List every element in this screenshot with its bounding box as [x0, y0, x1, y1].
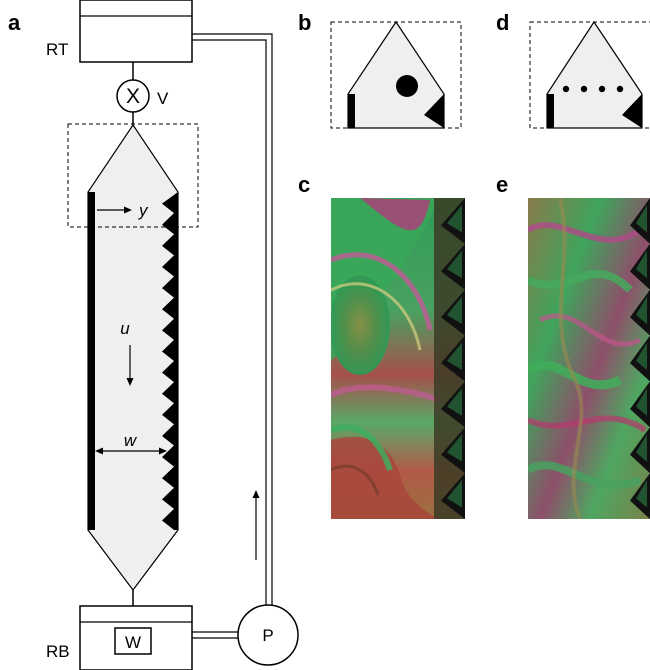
panel-d-dot-row [562, 85, 624, 93]
return-pipe [192, 33, 273, 639]
width-arrow [95, 447, 167, 455]
bottom-reservoir-label: RB [46, 642, 70, 661]
weight-label: W [125, 633, 141, 652]
photo-tooth-highlight [636, 480, 647, 508]
panel-b-smooth-wall [348, 94, 355, 128]
inset-box [67, 123, 199, 228]
photo-tooth-highlight [447, 480, 462, 508]
y-label: y [138, 201, 149, 220]
panel-e-image [528, 198, 650, 519]
panel-d-dot [598, 85, 606, 93]
weight-box [114, 627, 152, 655]
photo-tooth-highlight [636, 434, 647, 462]
photo-tooth-highlight [636, 388, 647, 416]
panel-d-dot [616, 85, 624, 93]
valve-symbol: X [126, 85, 140, 108]
panel-label-e: e [496, 172, 508, 197]
smooth-wall [88, 192, 95, 530]
pump-circle [237, 604, 299, 666]
top-reservoir-label: RT [46, 40, 68, 59]
photo-tooth-highlight [447, 204, 462, 233]
photo-tooth-highlight [447, 388, 462, 416]
panel-label-c: c [298, 172, 310, 197]
panel-b-disk [396, 75, 418, 97]
panel-d-dot [562, 85, 570, 93]
photo-tooth-highlight [636, 296, 647, 325]
valve-label: V [157, 89, 169, 108]
y-arrow [97, 206, 132, 214]
panel-c-image [331, 198, 465, 519]
pump-label: P [262, 626, 273, 645]
panel-label-b: b [298, 10, 311, 35]
panel-label-a: a [8, 10, 21, 35]
panel-d-dot [580, 85, 588, 93]
photo-tooth-highlight [636, 342, 647, 370]
velocity-label: u [120, 319, 130, 338]
photo-tooth-highlight [636, 204, 647, 233]
panel-d-channel-tip [546, 20, 643, 129]
velocity-arrow [126, 345, 134, 386]
photo-tooth-highlight [447, 250, 462, 279]
flow-arrow [252, 490, 260, 560]
width-label: w [124, 431, 138, 450]
photo-tooth-highlight [636, 250, 647, 279]
panel-b-tooth [424, 94, 444, 128]
top-reservoir [79, 0, 193, 63]
sawtooth-teeth [162, 192, 178, 530]
photo-tooth-highlight [447, 342, 462, 370]
photo-tooth-highlight [447, 296, 462, 325]
panel-d-tooth [622, 94, 642, 128]
panel-d-smooth-wall [547, 94, 554, 128]
panel-b-channel-tip [347, 20, 445, 129]
panel-label-d: d [496, 10, 509, 35]
sawtooth-wall [162, 192, 178, 530]
photo-tooth-highlight [447, 434, 462, 462]
